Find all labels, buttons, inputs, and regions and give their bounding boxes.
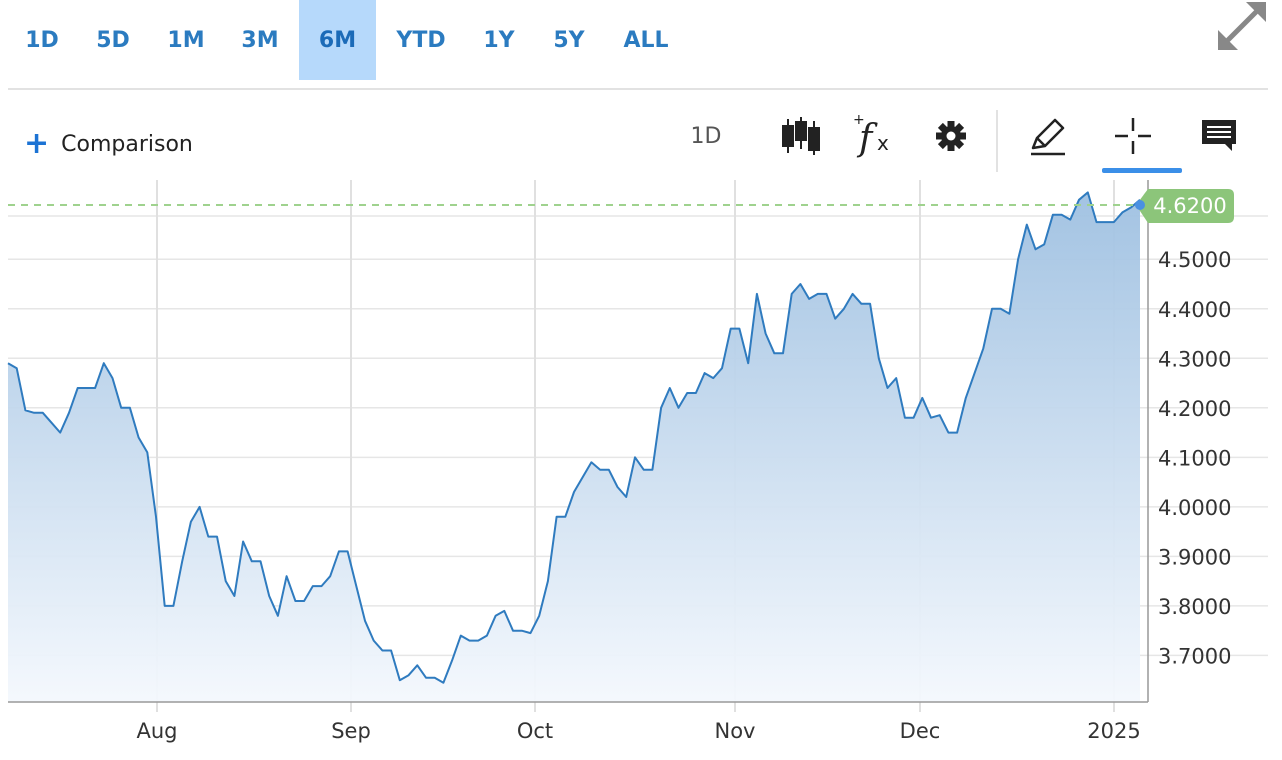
range-tab-1d[interactable]: 1D	[25, 27, 59, 53]
x-tick-label: Oct	[517, 719, 553, 743]
pencil-icon	[1031, 118, 1065, 156]
last-price-marker: 4.6200	[8, 189, 1234, 223]
price-area	[7, 191, 1141, 702]
y-tick-label: 4.5000	[1158, 248, 1231, 272]
svg-text:+: +	[853, 112, 865, 128]
active-tool-indicator	[1102, 168, 1182, 173]
range-tab-3m[interactable]: 3M	[241, 27, 279, 53]
divider	[8, 88, 1268, 90]
annotation-button[interactable]	[1196, 108, 1242, 164]
x-tick-label: Aug	[136, 719, 177, 743]
price-line	[7, 191, 1141, 684]
y-tick-label: 4.1000	[1158, 446, 1231, 470]
x-axis: Aug Sep Oct Nov Dec 2025	[8, 701, 1148, 743]
y-tick-label: 3.7000	[1158, 644, 1231, 668]
expand-icon[interactable]	[1216, 0, 1268, 52]
x-tick-label: Nov	[715, 719, 756, 743]
range-tab-1y[interactable]: 1Y	[483, 27, 515, 53]
y-tick-label: 4.3000	[1158, 347, 1231, 371]
range-tab-5d[interactable]: 5D	[96, 27, 130, 53]
range-tab-5y[interactable]: 5Y	[553, 27, 585, 53]
candlestick-icon	[782, 117, 820, 155]
y-tick-label: 4.0000	[1158, 496, 1231, 520]
comparison-button[interactable]: + Comparison	[24, 124, 193, 164]
crosshair-button[interactable]	[1108, 108, 1158, 164]
y-tick-label: 4.2000	[1158, 397, 1231, 421]
range-tab-1m[interactable]: 1M	[167, 27, 205, 53]
comparison-label: Comparison	[61, 131, 193, 157]
x-tick-label: Dec	[900, 719, 941, 743]
last-price-label: 4.6200	[1153, 194, 1226, 218]
settings-button[interactable]	[926, 108, 976, 164]
x-tick-label: 2025	[1087, 719, 1140, 743]
chart-type-button[interactable]	[776, 108, 826, 164]
range-tab-6m[interactable]: 6M	[299, 0, 376, 80]
x-tick-label: Sep	[331, 719, 371, 743]
crosshair-icon	[1115, 118, 1151, 154]
range-selector: 1D 5D 1M 3M 6M YTD 1Y 5Y ALL	[0, 0, 1282, 80]
function-icon: + f x	[853, 112, 889, 159]
plus-icon: +	[24, 126, 50, 161]
y-tick-label: 3.9000	[1158, 545, 1231, 569]
svg-text:x: x	[877, 131, 889, 155]
y-tick-label: 3.8000	[1158, 595, 1231, 619]
comment-icon	[1202, 120, 1236, 151]
interval-selector[interactable]: 1D	[690, 123, 722, 149]
last-price-badge	[1136, 189, 1234, 223]
y-tick-label: 4.4000	[1158, 298, 1231, 322]
range-tab-all[interactable]: ALL	[623, 27, 669, 53]
area-fill	[8, 192, 1140, 702]
draw-button[interactable]	[1022, 108, 1072, 164]
studies-button[interactable]: + f x	[848, 108, 898, 164]
toolbar-divider	[996, 110, 998, 172]
last-price-dot	[1135, 200, 1145, 210]
y-axis: 3.7000 3.8000 3.9000 4.0000 4.1000 4.2000 4.30…	[1147, 180, 1231, 702]
range-tab-ytd[interactable]: YTD	[396, 27, 446, 53]
gear-icon	[936, 121, 966, 151]
